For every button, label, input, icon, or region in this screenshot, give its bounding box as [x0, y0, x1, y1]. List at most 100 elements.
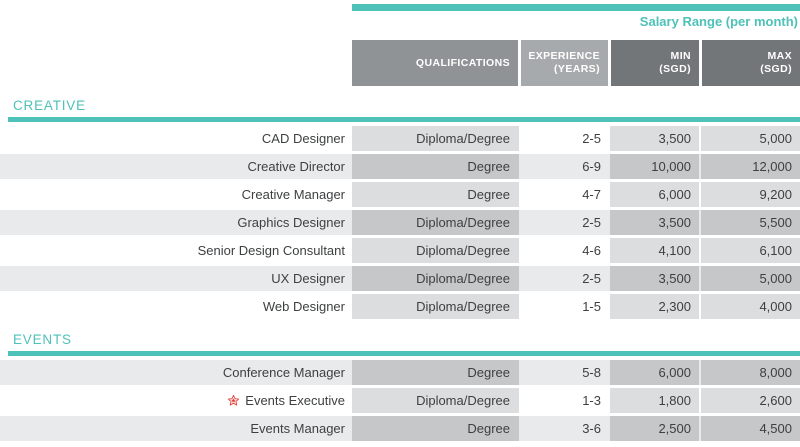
experience-cell: 6-9 [519, 154, 610, 179]
max-salary-cell: 8,000 [701, 360, 800, 385]
max-salary-cell: 5,000 [701, 126, 800, 151]
min-max-divider [699, 182, 701, 207]
job-title-text: Events Manager [250, 421, 345, 436]
qualification-cell: Diploma/Degree [352, 266, 519, 291]
max-salary-cell: 6,100 [701, 238, 800, 263]
column-header-line: MAX [767, 50, 792, 62]
job-title-text: Creative Manager [241, 187, 345, 202]
section-rows-creative: CAD Designer Diploma/Degree 2-5 3,500 5,… [0, 126, 800, 319]
qualification-cell: Degree [352, 360, 519, 385]
min-max-divider [699, 388, 701, 413]
section-title-creative: CREATIVE [13, 98, 86, 113]
table-row: Graphics Designer Diploma/Degree 2-5 3,5… [0, 210, 800, 235]
min-max-divider [699, 416, 701, 441]
min-salary-cell: 6,000 [610, 360, 699, 385]
header-gap [699, 40, 702, 86]
column-header-max-sgd: MAX (SGD) [702, 40, 800, 86]
experience-cell: 1-5 [519, 294, 610, 319]
job-title-cell: Senior Design Consultant [0, 238, 352, 263]
star-icon [227, 394, 240, 407]
column-header-line: EXPERIENCE [528, 50, 600, 62]
column-header-line: (YEARS) [554, 63, 600, 75]
qualification-cell: Degree [352, 154, 519, 179]
experience-cell: 1-3 [519, 388, 610, 413]
max-salary-cell: 9,200 [701, 182, 800, 207]
table-header-row: QUALIFICATIONS EXPERIENCE (YEARS) MIN (S… [0, 40, 800, 86]
max-salary-cell: 5,000 [701, 266, 800, 291]
min-max-divider [699, 154, 701, 179]
min-max-divider [699, 126, 701, 151]
min-max-divider [699, 210, 701, 235]
section-rows-events: Conference Manager Degree 5-8 6,000 8,00… [0, 360, 800, 441]
table-row: UX Designer Diploma/Degree 2-5 3,500 5,0… [0, 266, 800, 291]
min-max-divider [699, 294, 701, 319]
job-title-cell: CAD Designer [0, 126, 352, 151]
job-title-cell: Graphics Designer [0, 210, 352, 235]
experience-cell: 2-5 [519, 266, 610, 291]
column-header-min-sgd: MIN (SGD) [611, 40, 699, 86]
job-title-text: Senior Design Consultant [197, 243, 345, 258]
min-salary-cell: 3,500 [610, 266, 699, 291]
max-salary-cell: 5,500 [701, 210, 800, 235]
experience-cell: 2-5 [519, 210, 610, 235]
min-max-divider [699, 238, 701, 263]
experience-cell: 2-5 [519, 126, 610, 151]
min-salary-cell: 4,100 [610, 238, 699, 263]
section-creative: CREATIVE CAD Designer Diploma/Degree 2-5… [0, 97, 800, 319]
header-gap [518, 40, 521, 86]
qualification-cell: Degree [352, 416, 519, 441]
section-divider-rule [8, 351, 800, 356]
table-row: Creative Director Degree 6-9 10,000 12,0… [0, 154, 800, 179]
table-row: Events Executive Diploma/Degree 1-3 1,80… [0, 388, 800, 413]
max-salary-cell: 4,500 [701, 416, 800, 441]
section-events: EVENTS Conference Manager Degree 5-8 6,0… [0, 331, 800, 441]
min-salary-cell: 10,000 [610, 154, 699, 179]
experience-cell: 4-6 [519, 238, 610, 263]
max-salary-cell: 12,000 [701, 154, 800, 179]
job-title-cell: Creative Director [0, 154, 352, 179]
salary-range-heading: Salary Range (per month) [639, 14, 798, 29]
table-row: Events Manager Degree 3-6 2,500 4,500 [0, 416, 800, 441]
table-row: Senior Design Consultant Diploma/Degree … [0, 238, 800, 263]
column-header-line: (SGD) [760, 63, 792, 75]
job-title-cell: Web Designer [0, 294, 352, 319]
job-title-text: CAD Designer [261, 131, 345, 146]
section-divider-rule [8, 117, 800, 122]
table-row: Creative Manager Degree 4-7 6,000 9,200 [0, 182, 800, 207]
job-title-text: Web Designer [262, 299, 345, 314]
job-title-text: Creative Director [247, 159, 345, 174]
job-title-cell: Events Executive [0, 388, 352, 413]
table-row: Web Designer Diploma/Degree 1-5 2,300 4,… [0, 294, 800, 319]
min-max-divider [699, 360, 701, 385]
min-salary-cell: 6,000 [610, 182, 699, 207]
min-salary-cell: 3,500 [610, 126, 699, 151]
min-salary-cell: 2,300 [610, 294, 699, 319]
max-salary-cell: 2,600 [701, 388, 800, 413]
qualification-cell: Diploma/Degree [352, 126, 519, 151]
experience-cell: 5-8 [519, 360, 610, 385]
table-row: CAD Designer Diploma/Degree 2-5 3,500 5,… [0, 126, 800, 151]
section-title-events: EVENTS [13, 332, 72, 347]
min-salary-cell: 3,500 [610, 210, 699, 235]
qualification-cell: Diploma/Degree [352, 294, 519, 319]
qualification-cell: Degree [352, 182, 519, 207]
job-title-cell: Conference Manager [0, 360, 352, 385]
table-row: Conference Manager Degree 5-8 6,000 8,00… [0, 360, 800, 385]
job-title-cell: Creative Manager [0, 182, 352, 207]
qualification-cell: Diploma/Degree [352, 210, 519, 235]
column-header-line: MIN [670, 50, 691, 62]
max-salary-cell: 4,000 [701, 294, 800, 319]
column-header-line: QUALIFICATIONS [415, 56, 510, 69]
job-title-text: Graphics Designer [237, 215, 345, 230]
column-header-qualifications: QUALIFICATIONS [352, 40, 518, 86]
experience-cell: 4-7 [519, 182, 610, 207]
job-title-cell: UX Designer [0, 266, 352, 291]
job-title-cell: Events Manager [0, 416, 352, 441]
min-salary-cell: 1,800 [610, 388, 699, 413]
qualification-cell: Diploma/Degree [352, 388, 519, 413]
job-title-text: UX Designer [271, 271, 345, 286]
column-header-line: (SGD) [659, 63, 691, 75]
header-spacer [0, 40, 352, 86]
table-top-accent-bar [352, 4, 800, 11]
